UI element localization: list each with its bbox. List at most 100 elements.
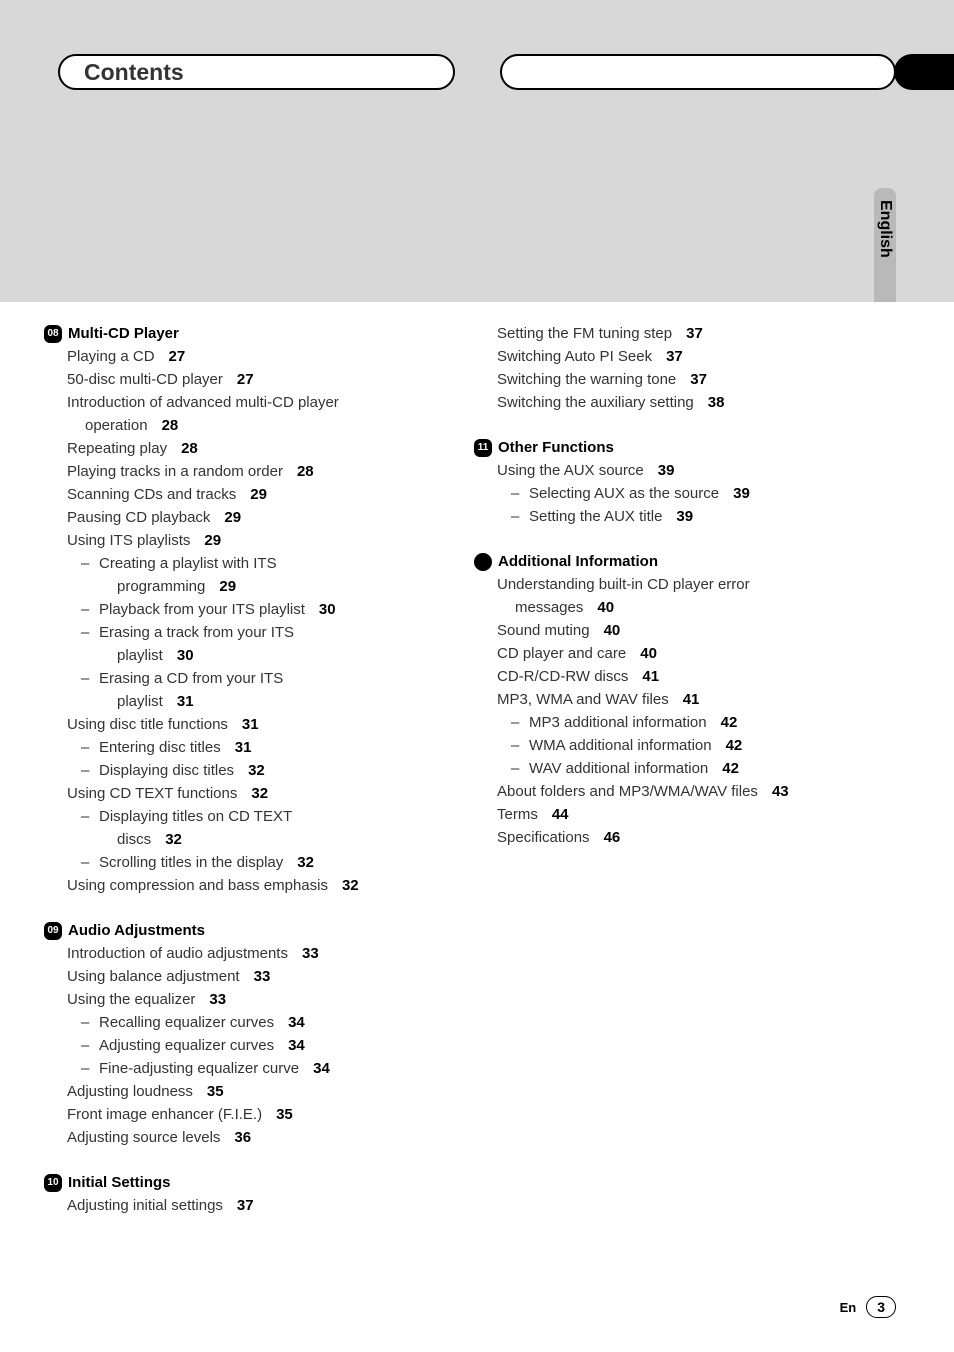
toc-entry: Using the AUX source39 <box>497 459 887 482</box>
toc-page: 36 <box>234 1129 251 1146</box>
toc-label: Adjusting source levels <box>67 1129 220 1146</box>
section-title: 08 Multi-CD Player <box>44 322 457 345</box>
toc-label: CD player and care <box>497 645 626 662</box>
toc-entry: Using disc title functions 31 <box>67 713 457 736</box>
toc-entry: Understanding built-in CD player errorme… <box>497 573 887 619</box>
toc-page: 29 <box>204 532 221 549</box>
toc-page: 30 <box>177 647 194 664</box>
toc-entry: Terms44 <box>497 803 887 826</box>
toc-page: 30 <box>319 601 336 618</box>
toc-page: 32 <box>165 831 182 848</box>
contents-list: 08 Multi-CD Player Playing a CD2750-disc… <box>67 322 887 1239</box>
toc-entry: Using balance adjustment 33 <box>67 965 457 988</box>
section-title: 10 Initial Settings <box>44 1171 457 1194</box>
section-heading: Initial Settings <box>68 1171 171 1194</box>
toc-page: 35 <box>207 1083 224 1100</box>
toc-label: MP3, WMA and WAV files <box>497 691 669 708</box>
section-10-cont: Setting the FM tuning step 37 Switching Au… <box>497 322 887 414</box>
toc-page: 29 <box>250 486 267 503</box>
toc-label: Understanding built-in CD player error <box>497 576 750 593</box>
toc-label: Playback from your ITS playlist <box>99 601 305 618</box>
toc-entry: Using the equalizer33 <box>67 988 457 1011</box>
toc-page: 44 <box>552 806 569 823</box>
toc-label: MP3 additional information <box>529 714 707 731</box>
toc-entry: Setting the AUX title39 <box>497 505 887 528</box>
toc-page: 28 <box>181 440 198 457</box>
edge-tab <box>894 54 954 90</box>
toc-label: Selecting AUX as the source <box>529 485 719 502</box>
toc-page: 29 <box>219 578 236 595</box>
section-10: 10 Initial Settings Adjusting initial se… <box>67 1171 457 1217</box>
toc-page: 33 <box>254 968 271 985</box>
toc-entry: WMA additional information42 <box>497 734 887 757</box>
toc-entry: Using compression and bass emphasis 32 <box>67 874 457 897</box>
page-footer: En 3 <box>840 1296 896 1318</box>
toc-label: Scrolling titles in the display <box>99 854 283 871</box>
toc-label: Adjusting equalizer curves <box>99 1037 274 1054</box>
section-title: 11 Other Functions <box>474 436 887 459</box>
toc-page: 29 <box>224 509 241 526</box>
toc-page: 31 <box>242 716 259 733</box>
left-column: 08 Multi-CD Player Playing a CD2750-disc… <box>67 322 457 1239</box>
toc-entry: Scrolling titles in the display 32 <box>67 851 457 874</box>
toc-label: CD-R/CD-RW discs <box>497 668 628 685</box>
section-11: 11 Other Functions Using the AUX source3… <box>497 436 887 528</box>
page-number: 3 <box>866 1296 896 1318</box>
toc-label-cont: discs32 <box>99 828 457 851</box>
section-heading: Other Functions <box>498 436 614 459</box>
toc-label: Playing a CD <box>67 348 155 365</box>
section-additional: Additional Information Understanding bui… <box>497 550 887 849</box>
footer-lang: En <box>840 1300 857 1315</box>
toc-entry: Erasing a track from your ITS playlist30 <box>67 621 457 667</box>
toc-page: 37 <box>690 371 707 388</box>
toc-page: 32 <box>251 785 268 802</box>
toc-page: 40 <box>640 645 657 662</box>
section-heading: Audio Adjustments <box>68 919 205 942</box>
toc-page: 39 <box>658 462 675 479</box>
toc-page: 42 <box>721 714 738 731</box>
toc-label-cont: playlist31 <box>99 690 457 713</box>
toc-page: 38 <box>708 394 725 411</box>
toc-page: 31 <box>177 693 194 710</box>
toc-label: Switching Auto PI Seek <box>497 348 652 365</box>
toc-label-cont: playlist30 <box>99 644 457 667</box>
bullet-icon <box>474 553 492 571</box>
toc-page: 31 <box>235 739 252 756</box>
toc-label: Setting the FM tuning step <box>497 325 672 342</box>
toc-label: Using CD TEXT functions <box>67 785 237 802</box>
toc-page: 28 <box>297 463 314 480</box>
toc-page: 42 <box>722 760 739 777</box>
toc-entry: Displaying disc titles32 <box>67 759 457 782</box>
toc-entry: Selecting AUX as the source39 <box>497 482 887 505</box>
toc-label: Using disc title functions <box>67 716 228 733</box>
header-row: Contents <box>58 54 896 90</box>
toc-page: 37 <box>666 348 683 365</box>
toc-label: Sound muting <box>497 622 590 639</box>
toc-label: About folders and MP3/WMA/WAV files <box>497 783 758 800</box>
toc-label-cont: programming29 <box>99 575 457 598</box>
toc-label: Pausing CD playback <box>67 509 210 526</box>
toc-page: 39 <box>676 508 693 525</box>
toc-label: Erasing a track from your ITS <box>99 624 294 641</box>
toc-entry: Adjusting source levels 36 <box>67 1126 457 1149</box>
toc-page: 32 <box>342 877 359 894</box>
toc-label: Using ITS playlists <box>67 532 190 549</box>
toc-label: Repeating play <box>67 440 167 457</box>
toc-label: Using compression and bass emphasis <box>67 877 328 894</box>
toc-page: 41 <box>642 668 659 685</box>
language-tab: English <box>874 188 896 302</box>
toc-label: Creating a playlist with ITS <box>99 555 277 572</box>
toc-page: 37 <box>237 1197 254 1214</box>
toc-entry: Switching the auxiliary setting38 <box>497 391 887 414</box>
toc-label: Using balance adjustment <box>67 968 240 985</box>
toc-label-cont: operation28 <box>67 414 457 437</box>
toc-page: 43 <box>772 783 789 800</box>
toc-entry: Introduction of audio adjustments33 <box>67 942 457 965</box>
toc-label: Specifications <box>497 829 590 846</box>
blank-pill <box>500 54 897 90</box>
toc-entry: Erasing a CD from your ITSplaylist31 <box>67 667 457 713</box>
toc-label: Adjusting initial settings <box>67 1197 223 1214</box>
toc-entry: Displaying titles on CD TEXTdiscs32 <box>67 805 457 851</box>
toc-label: Displaying disc titles <box>99 762 234 779</box>
toc-page: 32 <box>297 854 314 871</box>
